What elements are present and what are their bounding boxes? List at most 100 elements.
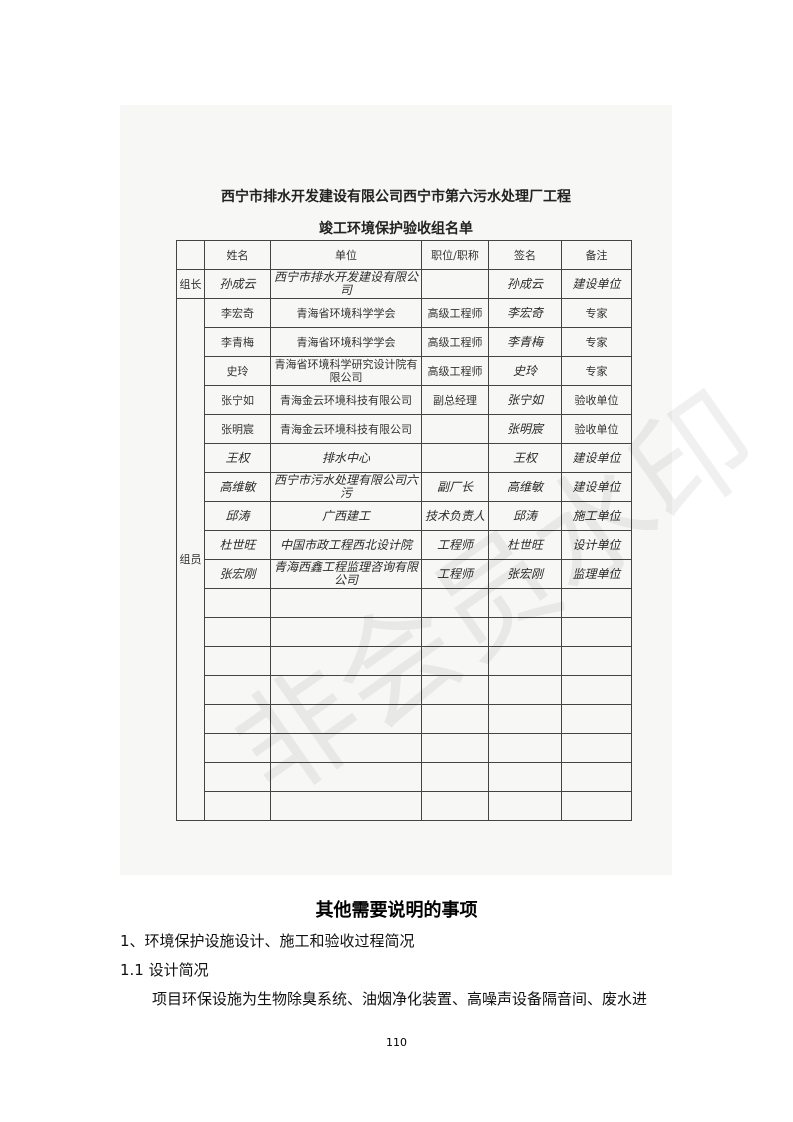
member-title	[421, 762, 489, 792]
member-signature	[488, 762, 562, 792]
column-header: 签名	[488, 240, 562, 270]
member-signature	[488, 733, 562, 763]
column-header: 备注	[561, 240, 632, 270]
table-row	[177, 791, 632, 821]
member-note	[561, 762, 632, 792]
leader-row: 组长 孙成云 西宁市排水开发建设有限公司 孙成云 建设单位	[176, 269, 632, 299]
member-title: 高级工程师	[421, 298, 489, 328]
member-name: 张宏刚	[204, 559, 271, 589]
member-signature	[488, 617, 562, 647]
member-name: 王权	[204, 443, 271, 473]
leader-note: 建设单位	[561, 269, 632, 299]
member-note: 施工单位	[561, 501, 632, 531]
member-title	[421, 588, 489, 618]
member-note: 验收单位	[561, 414, 632, 444]
column-header: 单位	[270, 240, 422, 270]
member-unit	[270, 733, 422, 763]
member-signature: 邱涛	[488, 501, 562, 531]
member-title	[421, 414, 489, 444]
member-name	[204, 791, 271, 821]
member-name: 张明宸	[204, 414, 271, 444]
section-title: 其他需要说明的事项	[315, 900, 478, 921]
leader-title	[421, 269, 489, 299]
member-signature: 史玲	[488, 356, 562, 386]
member-note	[561, 704, 632, 734]
table-row: 杜世旺 中国市政工程西北设计院 工程师 杜世旺 设计单位	[177, 530, 632, 560]
member-unit	[270, 675, 422, 705]
member-name: 高维敏	[204, 472, 271, 502]
member-title	[421, 443, 489, 473]
header-row: 姓名 单位 职位/职称 签名 备注	[176, 240, 632, 270]
member-label: 组员	[176, 298, 205, 821]
member-unit: 青海省环境科学研究设计院有限公司	[270, 356, 422, 386]
member-signature: 李青梅	[488, 327, 562, 357]
member-name: 史玲	[204, 356, 271, 386]
heading-1: 1、环境保护设施设计、施工和验收过程简况	[120, 932, 415, 950]
form-subtitle: 竣工环境保护验收组名单	[319, 221, 473, 237]
member-signature: 王权	[488, 443, 562, 473]
member-note	[561, 791, 632, 821]
table-row: 王权 排水中心 王权 建设单位	[177, 443, 632, 473]
leader-label: 组长	[176, 269, 205, 299]
member-note	[561, 617, 632, 647]
member-signature: 杜世旺	[488, 530, 562, 560]
member-name	[204, 704, 271, 734]
member-note: 专家	[561, 298, 632, 328]
member-unit	[270, 646, 422, 676]
column-header	[176, 240, 205, 270]
member-name: 李宏奇	[204, 298, 271, 328]
member-note	[561, 733, 632, 763]
member-name	[204, 617, 271, 647]
table-row: 张宏刚 青海西鑫工程监理咨询有限公司 工程师 张宏刚 监理单位	[177, 559, 632, 589]
table-row: 李青梅 青海省环境科学学会 高级工程师 李青梅 专家	[177, 327, 632, 357]
table-row: 张明宸 青海金云环境科技有限公司 张明宸 验收单位	[177, 414, 632, 444]
column-header: 姓名	[204, 240, 271, 270]
member-signature: 李宏奇	[488, 298, 562, 328]
member-signature	[488, 646, 562, 676]
table-row: 高维敏 西宁市污水处理有限公司六污 副厂长 高维敏 建设单位	[177, 472, 632, 502]
member-unit: 青海省环境科学学会	[270, 298, 422, 328]
table-row: 张宁如 青海金云环境科技有限公司 副总经理 张宁如 验收单位	[177, 385, 632, 415]
body-paragraph: 项目环保设施为生物除臭系统、油烟净化装置、高噪声设备隔音间、废水进	[152, 990, 648, 1008]
member-unit	[270, 588, 422, 618]
member-unit	[270, 617, 422, 647]
member-unit: 排水中心	[270, 443, 422, 473]
member-table: 姓名 单位 职位/职称 签名 备注 组长 孙成云 西宁市排水开发建设有限公司 孙成云 建设单位 组员…	[176, 240, 632, 821]
member-unit: 青海金云环境科技有限公司	[270, 414, 422, 444]
member-name	[204, 588, 271, 618]
member-name: 李青梅	[204, 327, 271, 357]
member-unit: 西宁市污水处理有限公司六污	[270, 472, 422, 502]
member-unit	[270, 791, 422, 821]
member-note: 专家	[561, 356, 632, 386]
member-name	[204, 762, 271, 792]
table-row: 史玲 青海省环境科学研究设计院有限公司 高级工程师 史玲 专家	[177, 356, 632, 386]
leader-unit: 西宁市排水开发建设有限公司	[270, 269, 422, 299]
leader-name: 孙成云	[204, 269, 271, 299]
member-unit: 中国市政工程西北设计院	[270, 530, 422, 560]
table-row	[177, 733, 632, 763]
member-signature	[488, 791, 562, 821]
member-title: 高级工程师	[421, 356, 489, 386]
member-signature: 张宁如	[488, 385, 562, 415]
member-name	[204, 733, 271, 763]
leader-signature: 孙成云	[488, 269, 562, 299]
heading-1-1: 1.1 设计简况	[120, 961, 209, 979]
member-title: 工程师	[421, 559, 489, 589]
member-title	[421, 733, 489, 763]
form-title: 西宁市排水开发建设有限公司西宁市第六污水处理厂工程	[221, 189, 571, 205]
table-row: 组员 李宏奇 青海省环境科学学会 高级工程师 李宏奇 专家	[176, 298, 632, 821]
member-title	[421, 791, 489, 821]
member-name: 邱涛	[204, 501, 271, 531]
column-header: 职位/职称	[421, 240, 489, 270]
member-name: 杜世旺	[204, 530, 271, 560]
table-row	[177, 675, 632, 705]
table-row	[177, 704, 632, 734]
table-row	[177, 646, 632, 676]
member-unit: 广西建工	[270, 501, 422, 531]
member-signature	[488, 704, 562, 734]
member-note	[561, 675, 632, 705]
member-note: 设计单位	[561, 530, 632, 560]
member-title	[421, 704, 489, 734]
member-unit: 青海金云环境科技有限公司	[270, 385, 422, 415]
